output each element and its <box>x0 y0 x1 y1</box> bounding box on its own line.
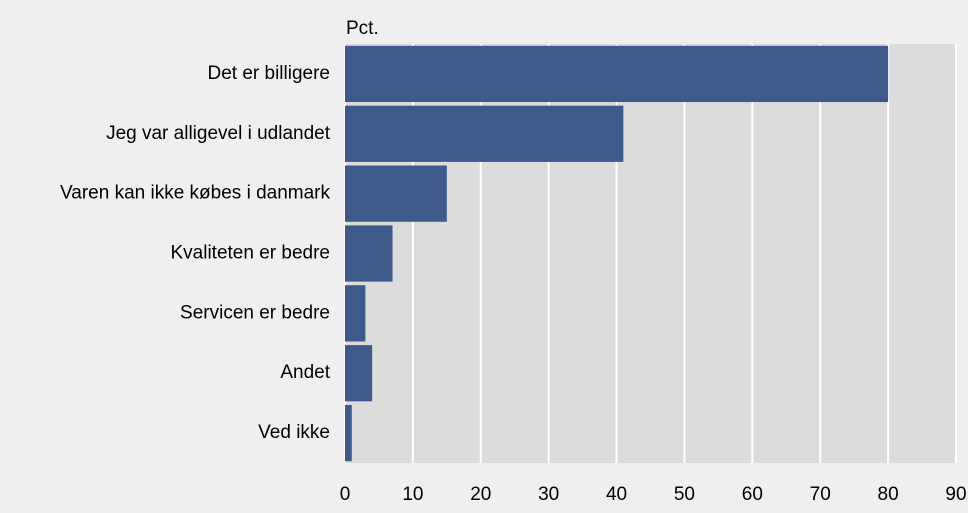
bar <box>345 165 447 222</box>
bar <box>345 285 366 342</box>
x-tick-label: 60 <box>742 484 763 505</box>
x-tick-label: 80 <box>878 484 899 505</box>
bar <box>345 225 393 282</box>
x-tick-label: 90 <box>945 484 966 505</box>
bar <box>345 345 373 402</box>
x-tick-label: 0 <box>340 484 351 505</box>
x-tick-label: 30 <box>538 484 559 505</box>
bar <box>345 45 889 103</box>
y-tick-label: Varen kan ikke købes i danmark <box>60 183 330 204</box>
y-tick-label: Ved ikke <box>258 422 330 443</box>
x-tick-label: 10 <box>402 484 423 505</box>
y-tick-label: Det er billigere <box>208 63 331 84</box>
axis-label: Pct. <box>346 18 379 39</box>
x-tick-label: 70 <box>810 484 831 505</box>
x-tick-label: 20 <box>470 484 491 505</box>
x-tick-label: 50 <box>674 484 695 505</box>
y-tick-label: Kvaliteten er bedre <box>171 243 331 264</box>
y-tick-label: Andet <box>280 362 330 383</box>
y-tick-label: Jeg var alligevel i udlandet <box>106 123 331 144</box>
bar <box>345 404 352 462</box>
x-tick-label: 40 <box>606 484 627 505</box>
y-tick-label: Servicen er bedre <box>180 302 330 323</box>
bar <box>345 105 624 162</box>
